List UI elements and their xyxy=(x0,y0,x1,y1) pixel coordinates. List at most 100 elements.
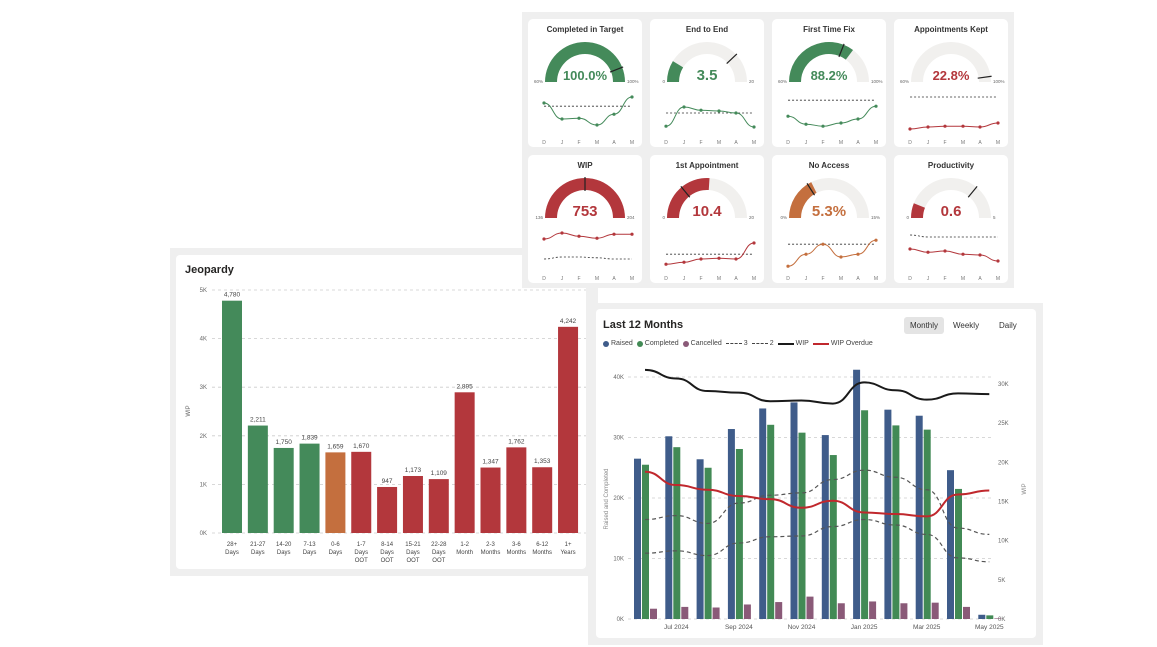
bar-cancelled xyxy=(681,606,689,619)
kpi-gauge-chart: 100.0% 60% 100% D J F M A M xyxy=(534,42,639,146)
gauge-track xyxy=(911,42,991,82)
legend-cancelled[interactable]: Cancelled xyxy=(682,340,722,347)
legend-3[interactable]: 3 xyxy=(725,340,748,347)
bar-raised xyxy=(790,402,798,619)
trend-point xyxy=(856,117,860,121)
month-label: A xyxy=(612,140,616,146)
kpi-title: 1st Appointment xyxy=(675,161,739,170)
trend-point xyxy=(612,232,616,236)
x-tick-label: Years xyxy=(560,550,575,556)
trend-point xyxy=(560,117,564,121)
kpi-title: Appointments Kept xyxy=(914,25,988,34)
trend-point xyxy=(542,237,546,241)
y-tick-label: 2K xyxy=(200,434,207,440)
trend-point xyxy=(595,123,599,127)
x-tick-label: 1+ xyxy=(565,542,572,548)
gauge-fill xyxy=(789,182,817,218)
data-label: 1,353 xyxy=(534,458,551,465)
x-tick-label: May 2025 xyxy=(975,624,1004,631)
gauge-max-label: 15% xyxy=(871,215,880,220)
x-tick-label: 7-13 xyxy=(304,542,317,548)
month-label: F xyxy=(699,140,702,146)
month-label: M xyxy=(630,140,634,146)
daily-button[interactable]: Daily xyxy=(999,321,1017,330)
bar-raised xyxy=(853,369,861,619)
x-tick-label: Days xyxy=(380,550,394,556)
bar-raised xyxy=(915,415,923,619)
trend-target-line xyxy=(543,256,632,260)
legend-wip[interactable]: WIP xyxy=(777,340,809,347)
trend-point xyxy=(682,260,686,264)
last-12-months-combo-chart: 0K 10K 20K 30K 40K 0K 5K 10K 15K 20K 25K 30K Raised … xyxy=(604,368,1028,631)
data-label: 1,659 xyxy=(327,443,344,450)
trend-line xyxy=(909,248,999,262)
kpi-title: WIP xyxy=(577,161,593,170)
gauge-target-marker xyxy=(838,43,845,58)
month-label: D xyxy=(908,276,912,282)
month-label: A xyxy=(612,276,616,282)
trend-point xyxy=(577,234,581,238)
data-label: 1,109 xyxy=(431,470,448,477)
gauge-min-label: 60% xyxy=(778,79,787,84)
legend-wip-overdue[interactable]: WIP Overdue xyxy=(812,340,873,347)
month-label: A xyxy=(734,276,738,282)
bar-completed xyxy=(798,432,806,619)
bar xyxy=(480,467,501,533)
data-label: 1,839 xyxy=(301,435,318,442)
data-label: 2,895 xyxy=(457,383,474,390)
bar-cancelled xyxy=(994,618,1002,619)
month-label: F xyxy=(943,276,946,282)
kpi-card-appointments-kept[interactable]: Appointments Kept 22.8% 60% 100% D J F M A M xyxy=(894,19,1008,147)
y2-tick-label: 5K xyxy=(998,578,1005,584)
gauge-target-marker xyxy=(977,75,992,79)
bar-raised xyxy=(727,429,735,619)
bar-raised xyxy=(634,458,641,619)
gauge-target-marker xyxy=(967,186,978,198)
kpi-card-wip[interactable]: WIP 753 136 204 D J F M A M xyxy=(528,155,642,283)
bar-completed xyxy=(673,447,681,619)
kpi-panel: Completed in Target 100.0% 60% 100% D J F M A M En… xyxy=(522,12,1014,288)
legend-raised[interactable]: Raised xyxy=(603,340,633,347)
line-wip-overdue xyxy=(644,470,990,518)
month-label: M xyxy=(717,140,721,146)
month-label: A xyxy=(978,140,982,146)
gauge-target-marker xyxy=(609,66,624,73)
month-label: A xyxy=(856,140,860,146)
jeopardy-panel: Jeopardy 0K 1K 2K 3K 4K 5K WIP 4,780 28+ Days 2,21… xyxy=(170,248,598,576)
month-label: M xyxy=(961,140,965,146)
jeopardy-title: Jeopardy xyxy=(185,264,234,276)
month-label: M xyxy=(996,140,1000,146)
kpi-card-productivity[interactable]: Productivity 0.6 0 5 D J F M A M xyxy=(894,155,1008,283)
trend-point xyxy=(943,124,947,128)
month-label: J xyxy=(683,276,686,282)
legend-completed[interactable]: Completed xyxy=(636,340,679,347)
monthly-button[interactable]: Monthly xyxy=(904,317,945,334)
trend-point xyxy=(734,257,738,261)
y2-tick-label: 0K xyxy=(998,617,1005,623)
gauge-max-label: 100% xyxy=(871,79,883,84)
legend-2[interactable]: 2 xyxy=(751,340,774,347)
kpi-title: Completed in Target xyxy=(546,25,624,34)
bar-cancelled xyxy=(837,603,845,619)
trend-line xyxy=(909,122,999,130)
bar xyxy=(273,447,294,533)
trend-point xyxy=(630,232,634,236)
bar xyxy=(247,425,268,533)
x-tick-label: 22-28 xyxy=(431,542,447,548)
kpi-card-no-access[interactable]: No Access 5.3% 0% 15% D J F M A M xyxy=(772,155,886,283)
trend-point xyxy=(908,127,912,131)
kpi-card-completed-in-target[interactable]: Completed in Target 100.0% 60% 100% D J F M A M xyxy=(528,19,642,147)
kpi-card-end-to-end[interactable]: End to End 3.5 0 20 D J F M A M xyxy=(650,19,764,147)
y-axis-label: WIP xyxy=(186,405,192,416)
x-tick-label: 0-6 xyxy=(331,542,340,548)
bar-raised xyxy=(821,435,829,619)
trend-point xyxy=(978,253,982,257)
weekly-button[interactable]: Weekly xyxy=(953,321,980,330)
trend-point xyxy=(908,247,912,251)
kpi-value: 0.6 xyxy=(941,203,962,220)
kpi-card-first-time-fix[interactable]: First Time Fix 88.2% 60% 100% D J F M A M xyxy=(772,19,886,147)
x-tick-label: 15-21 xyxy=(405,542,421,548)
bar-raised xyxy=(947,470,954,619)
kpi-card-1st-appointment[interactable]: 1st Appointment 10.4 0 20 D J F M A M xyxy=(650,155,764,283)
gauge-fill xyxy=(545,178,625,218)
